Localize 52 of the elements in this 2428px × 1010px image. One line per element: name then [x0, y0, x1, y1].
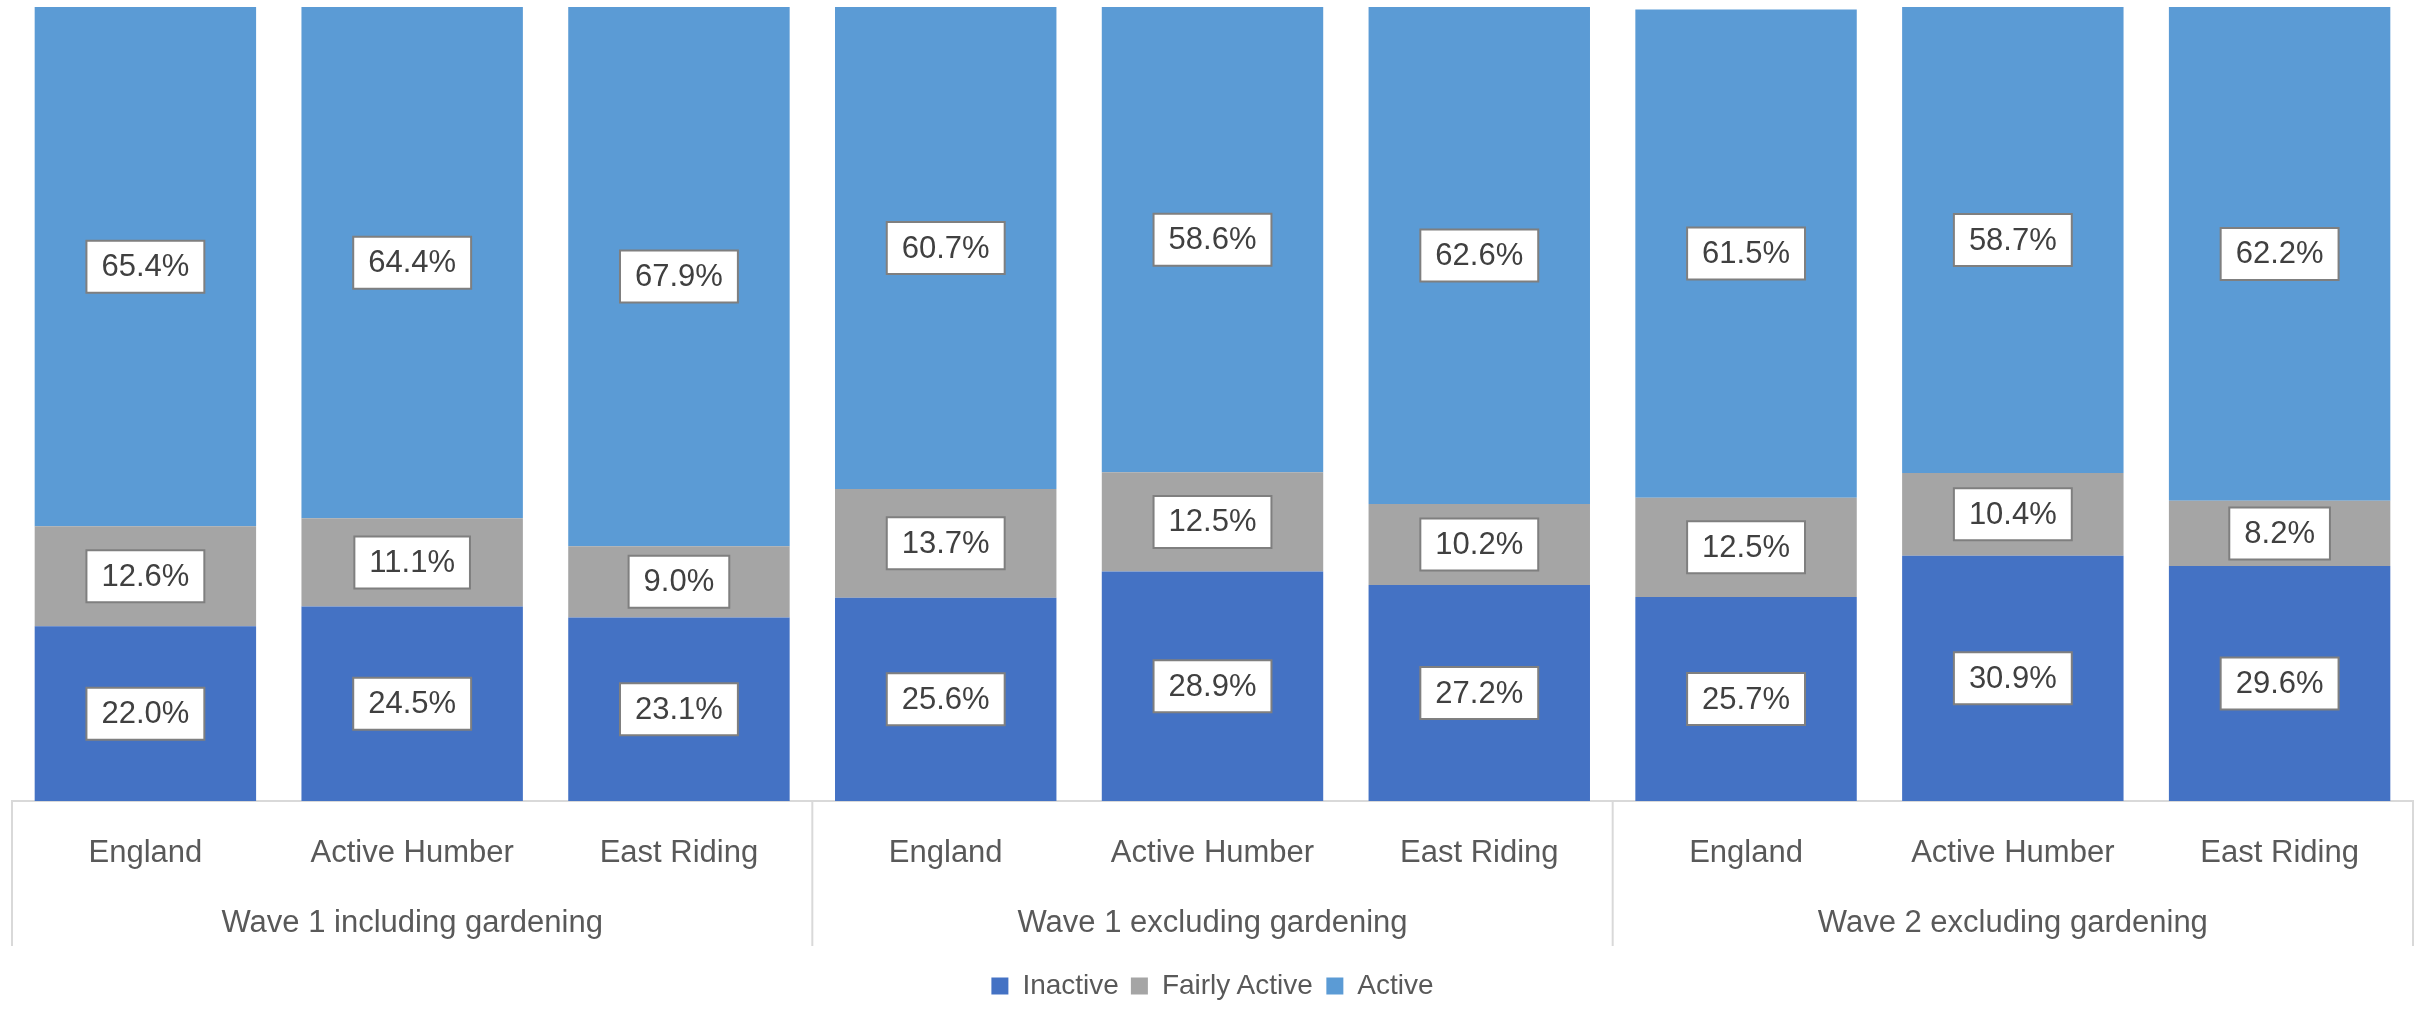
data-label: 25.6%: [901, 680, 990, 716]
text: Wave 1 excluding gardening: [1017, 903, 1408, 939]
bar: [301, 7, 523, 519]
data-label: 25.7%: [1702, 680, 1791, 716]
legend-label: Fairly Active: [1161, 968, 1313, 1000]
bar: [1368, 7, 1590, 505]
legend-label: Active: [1357, 968, 1434, 1000]
text: Wave 2 excluding gardening: [1817, 903, 2208, 939]
data-label: 60.7%: [901, 229, 990, 265]
bar: [1101, 7, 1324, 473]
bar: [568, 7, 790, 547]
data-label: 29.6%: [2235, 665, 2324, 701]
x-tick-label: England: [888, 834, 1003, 870]
data-label: 58.7%: [1968, 221, 2057, 257]
data-label: 24.5%: [368, 685, 457, 721]
x-tick-label: East Riding: [1400, 834, 1559, 870]
data-label: 22.0%: [101, 695, 190, 731]
data-label: 11.1%: [369, 543, 455, 579]
data-label: 67.9%: [634, 258, 723, 294]
x-tick-label: Active Humber: [310, 834, 514, 870]
legend-label: Inactive: [1022, 968, 1119, 1000]
x-tick-label: England: [1689, 834, 1803, 870]
data-label: 27.2%: [1435, 674, 1524, 710]
data-label: 65.4%: [101, 248, 190, 284]
text: Wave 1 including gardening: [221, 903, 603, 939]
x-tick-label: England: [88, 834, 203, 870]
data-label: 9.0%: [643, 563, 715, 599]
bar: [2168, 7, 2391, 501]
data-label: 62.2%: [2235, 235, 2324, 271]
bar: [1902, 7, 2124, 474]
x-tick-label: Active Humber: [1110, 834, 1315, 870]
data-label: 12.5%: [1168, 503, 1257, 539]
data-label: 10.2%: [1435, 526, 1524, 562]
data-label: 61.5%: [1702, 235, 1791, 271]
bar: [34, 7, 257, 527]
data-label: 13.7%: [901, 524, 990, 560]
bar: [1902, 555, 2124, 801]
data-label: 62.6%: [1435, 237, 1524, 273]
data-label: 10.4%: [1968, 495, 2057, 531]
bar: [1635, 9, 1857, 498]
data-label: 12.5%: [1702, 528, 1791, 564]
data-label: 28.9%: [1168, 667, 1257, 703]
x-tick-label: East Riding: [599, 834, 759, 870]
bar: [835, 7, 1057, 489]
x-tick-label: East Riding: [2200, 834, 2359, 870]
data-label: 64.4%: [368, 244, 457, 280]
data-label: 12.6%: [101, 557, 190, 593]
data-label: 8.2%: [2244, 514, 2315, 550]
data-label: 23.1%: [634, 690, 723, 726]
x-tick-label: Active Humber: [1911, 834, 2115, 870]
data-label: 58.6%: [1168, 221, 1257, 257]
data-label: 30.9%: [1968, 659, 2057, 695]
